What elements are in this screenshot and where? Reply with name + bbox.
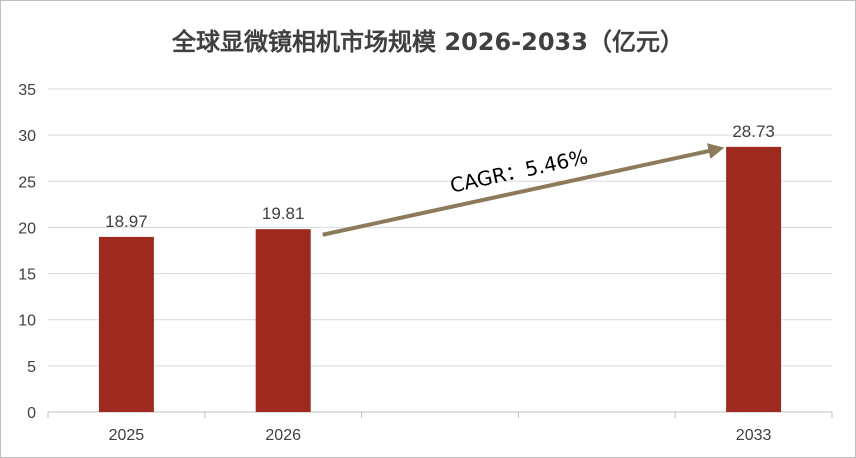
data-label: 28.73 — [732, 122, 775, 141]
bar — [726, 146, 782, 412]
y-tick-label: 5 — [27, 359, 36, 376]
y-tick-label: 10 — [18, 313, 36, 330]
x-tick-label: 2025 — [109, 427, 145, 444]
y-tick-label: 0 — [27, 405, 36, 422]
bar — [255, 229, 311, 412]
y-tick-label: 15 — [18, 267, 36, 284]
y-tick-label: 25 — [18, 174, 36, 191]
x-tick-label: 2026 — [265, 427, 301, 444]
x-tick-label: 2033 — [736, 427, 772, 444]
bar — [98, 236, 154, 412]
y-tick-label: 20 — [18, 220, 36, 237]
chart-title: 全球显微镜相机市场规模 2026-2033（亿元） — [172, 28, 684, 56]
data-label: 18.97 — [105, 212, 148, 231]
cagr-arrow — [322, 143, 725, 237]
y-tick-label: 35 — [18, 82, 36, 99]
y-tick-label: 30 — [18, 128, 36, 145]
data-label: 19.81 — [262, 204, 305, 223]
cagr-label: CAGR：5.46% — [448, 144, 590, 197]
